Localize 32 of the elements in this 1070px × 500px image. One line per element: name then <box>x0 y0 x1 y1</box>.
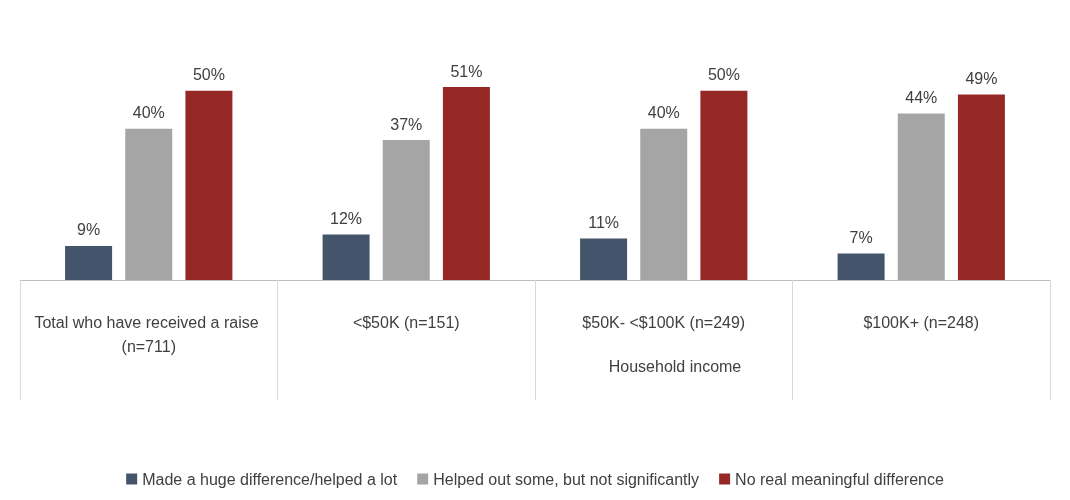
bar <box>322 234 370 280</box>
x-axis-title: Household income <box>608 358 742 376</box>
data-label: 51% <box>450 62 483 80</box>
x-tick-label: Total who have received a raise (n=711) <box>34 313 264 355</box>
bar <box>700 90 748 280</box>
x-tick-label: $50K- <$100K (n=249) <box>582 313 746 331</box>
data-label: 40% <box>647 104 680 122</box>
data-label: 11% <box>588 213 620 231</box>
data-label: 44% <box>905 89 938 107</box>
bar <box>897 113 945 280</box>
bar <box>185 90 233 280</box>
data-label: 37% <box>390 115 423 133</box>
bar <box>65 245 113 280</box>
data-label: 12% <box>330 210 363 228</box>
bar <box>442 87 490 280</box>
legend-label: No real meaningful difference <box>735 470 944 488</box>
bar <box>957 94 1005 280</box>
data-label: 50% <box>707 66 740 84</box>
bar <box>125 128 173 280</box>
data-label: 49% <box>965 70 998 88</box>
legend-label: Helped out some, but not significantly <box>433 470 700 488</box>
bar <box>580 238 628 280</box>
data-label: 40% <box>132 104 165 122</box>
x-tick-label: $100K+ (n=248) <box>863 313 980 331</box>
legend-label: Made a huge difference/helped a lot <box>142 470 398 488</box>
x-tick-label: <$50K (n=151) <box>352 313 460 331</box>
bar <box>382 140 430 280</box>
data-label: 50% <box>192 66 225 84</box>
bar <box>837 253 885 280</box>
data-label: 9% <box>77 221 101 239</box>
bar <box>640 128 688 280</box>
data-label: 7% <box>849 229 873 247</box>
